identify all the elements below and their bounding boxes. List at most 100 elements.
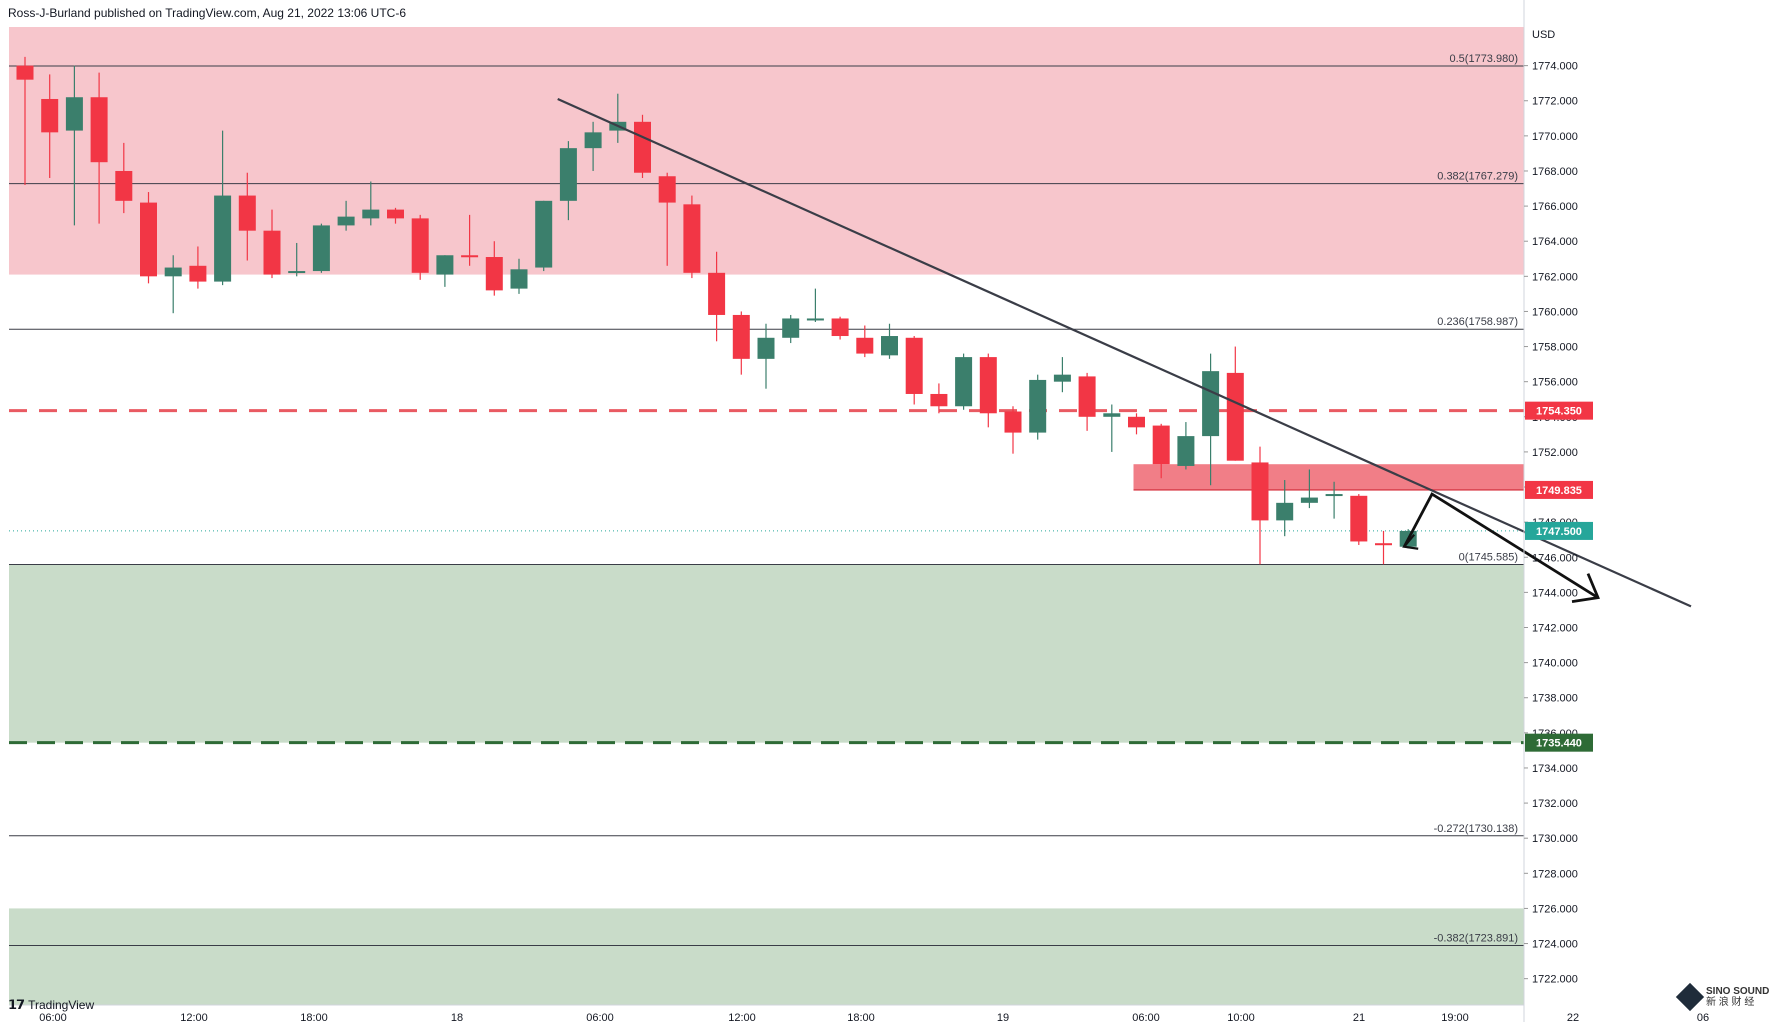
time-axis: 06:00 12:00 18:00 18 06:00 12:00 18:00 19 06:00 1… <box>9 1004 1709 1022</box>
candle <box>41 74 59 179</box>
candle <box>634 114 651 179</box>
candle-body <box>732 314 750 359</box>
candle <box>263 209 281 279</box>
y-tick-label: 1738.000 <box>1532 693 1578 705</box>
candle-body <box>658 176 676 203</box>
candle-body <box>263 230 281 275</box>
candle <box>436 255 454 287</box>
price-tag-label: 1749.835 <box>1536 485 1582 497</box>
candle <box>881 323 898 359</box>
candle-body <box>535 200 553 268</box>
candle <box>658 172 676 266</box>
candle <box>584 121 602 171</box>
zones-layer <box>9 27 1524 1005</box>
candle-body <box>140 202 157 277</box>
candle <box>1276 480 1294 537</box>
fib-label: -0.272(1730.138) <box>1434 823 1518 835</box>
candles-layer <box>16 56 1417 565</box>
candle-body <box>1177 436 1195 466</box>
candle-body <box>1300 497 1318 503</box>
candle-body <box>1152 425 1170 465</box>
projection-arrowhead <box>1571 573 1600 604</box>
candle <box>1375 530 1392 565</box>
watermark-line1: SINO SOUND <box>1706 986 1770 997</box>
tradingview-logo-text: TradingView <box>28 998 95 1012</box>
fib-label: 0.382(1767.279) <box>1437 171 1518 183</box>
x-tick-label: 06:00 <box>1132 1012 1160 1022</box>
currency-label: USD <box>1532 29 1555 41</box>
candle-body <box>189 265 207 282</box>
candle-body <box>65 97 83 131</box>
y-tick-label: 1770.000 <box>1532 131 1578 143</box>
drawings-layer <box>557 97 1692 608</box>
candle <box>1300 469 1318 509</box>
zone-resistance <box>9 27 1524 275</box>
candle-body <box>238 195 256 231</box>
candle-body <box>288 271 306 274</box>
candle <box>757 323 775 389</box>
y-tick-label: 1726.000 <box>1532 903 1578 915</box>
tradingview-logo[interactable]: 𝟭𝟳 TradingView <box>8 997 94 1013</box>
price-tag-bg <box>1525 733 1593 752</box>
candle-body <box>115 170 133 201</box>
candle-body <box>41 98 59 133</box>
candle-body <box>436 255 454 275</box>
y-tick-label: 1752.000 <box>1532 447 1578 459</box>
y-tick-label: 1774.000 <box>1532 61 1578 73</box>
candle <box>856 325 874 358</box>
candle-body <box>856 337 874 354</box>
candle-body <box>1350 495 1368 542</box>
candle <box>1004 406 1022 454</box>
candle-body <box>1325 494 1343 497</box>
price-tags-layer: 1754.350 1749.835 1747.500 1735.440 <box>1525 401 1593 752</box>
candle-body <box>461 255 479 258</box>
candle-body <box>164 267 182 277</box>
y-tick-label: 1746.000 <box>1532 552 1578 564</box>
candle <box>461 214 479 266</box>
zone-supply-box <box>1133 464 1524 490</box>
candle-body <box>708 272 726 315</box>
candle <box>115 142 133 214</box>
candle <box>1251 446 1269 565</box>
watermark: SINO SOUND 新 浪 财 经 <box>1675 982 1770 1012</box>
x-tick-label: 18:00 <box>847 1012 875 1022</box>
candle <box>782 314 800 344</box>
candle <box>1078 372 1096 431</box>
watermark-line2: 新 浪 财 经 <box>1706 997 1755 1008</box>
candle-body <box>806 318 824 321</box>
y-tick-label: 1760.000 <box>1532 306 1578 318</box>
y-tick-label: 1730.000 <box>1532 833 1578 845</box>
y-tick-label: 1762.000 <box>1532 271 1578 283</box>
candle <box>683 195 701 279</box>
candle <box>485 241 503 296</box>
fib-label: -0.382(1723.891) <box>1434 932 1518 944</box>
price-tag: 1754.350 <box>1525 401 1593 420</box>
candle-body <box>510 269 528 289</box>
price-tag-label: 1754.350 <box>1536 406 1582 418</box>
candle-body <box>782 318 800 338</box>
candle <box>1103 404 1121 452</box>
candle-body <box>312 225 330 272</box>
candle <box>140 192 157 284</box>
candle-body <box>1276 502 1294 521</box>
x-tick-label: 10:00 <box>1227 1012 1255 1022</box>
y-tick-label: 1772.000 <box>1532 96 1578 108</box>
candle-body <box>1103 413 1121 417</box>
fib-label: 0.236(1758.987) <box>1437 316 1518 328</box>
y-tick-label: 1766.000 <box>1532 201 1578 213</box>
candle-body <box>559 148 577 201</box>
candle <box>905 336 923 405</box>
x-tick-label: 19:00 <box>1441 1012 1469 1022</box>
candle <box>1152 423 1170 479</box>
horizontal-levels-layer <box>9 409 1524 745</box>
candle <box>930 383 948 414</box>
candle-body <box>362 209 380 219</box>
candle-body <box>955 357 973 407</box>
candle <box>337 200 355 231</box>
price-axis: USD 1722.000 1724.000 1726.000 1728.000 1730.… <box>1523 0 1578 1022</box>
candle-body <box>16 65 34 80</box>
candle-body <box>930 393 948 407</box>
y-tick-label: 1758.000 <box>1532 342 1578 354</box>
candle <box>732 311 750 375</box>
